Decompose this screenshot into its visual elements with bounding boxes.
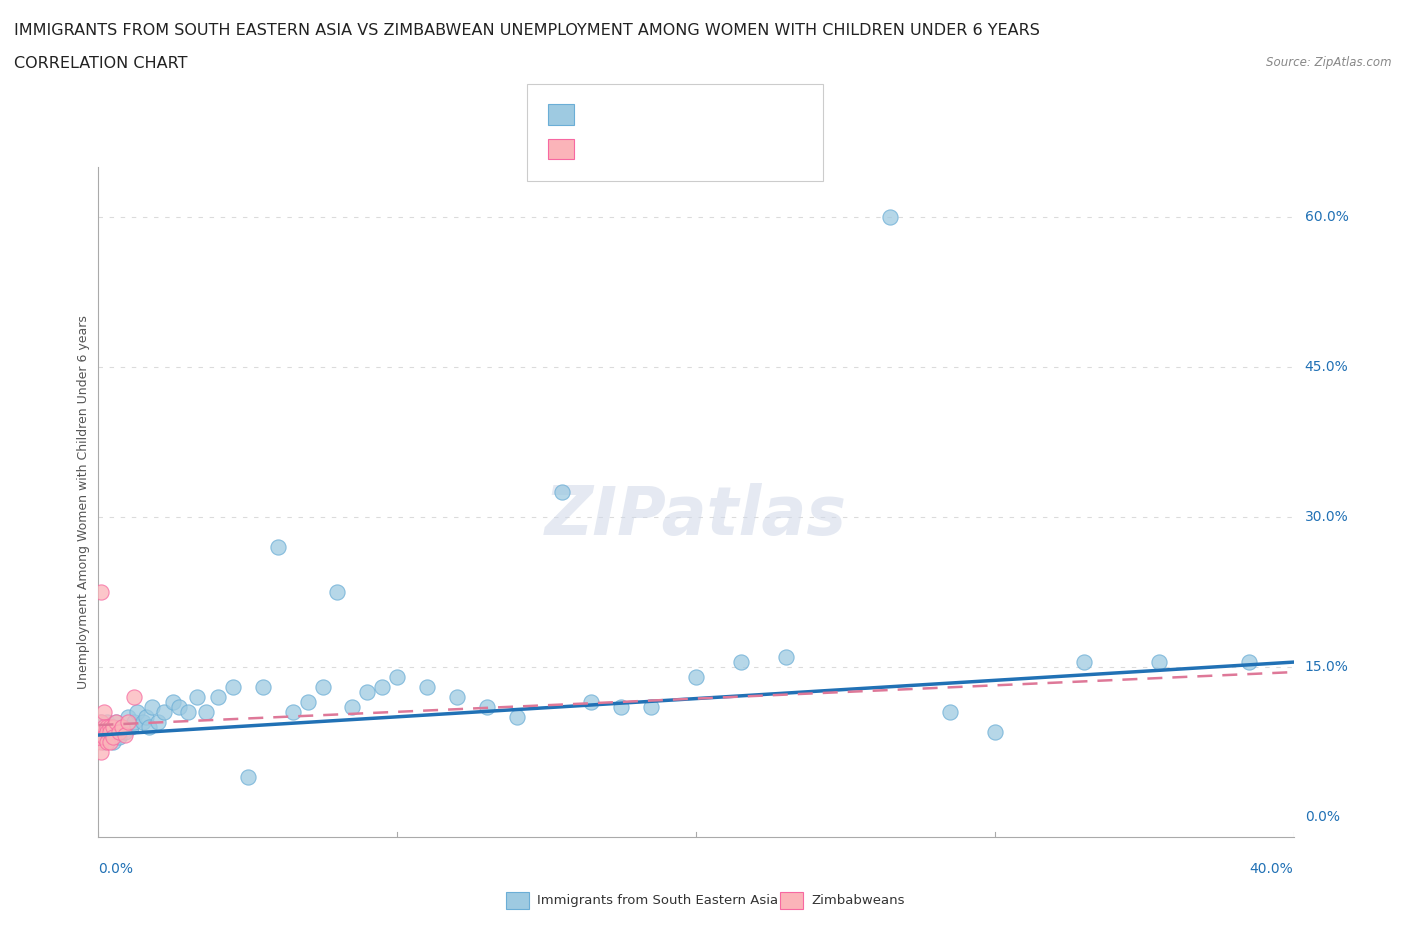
Point [207,690,229,705]
Point [111,720,134,735]
Point [93,705,115,720]
Point [90,714,112,729]
Point [983,724,1005,739]
Point [103,720,125,735]
Point [162,695,184,710]
Point [297,695,319,710]
Point [90,730,112,745]
Point [98,724,122,739]
Text: IMMIGRANTS FROM SOUTH EASTERN ASIA VS ZIMBABWEAN UNEMPLOYMENT AMONG WOMEN WITH C: IMMIGRANTS FROM SOUTH EASTERN ASIA VS ZI… [14,23,1040,38]
Text: R = 0.024   N = 22: R = 0.024 N = 22 [582,141,738,156]
Point [105,714,128,729]
Point [1073,655,1095,670]
Point [550,485,572,499]
Point [177,705,200,720]
Point [93,735,115,750]
Point [281,705,304,720]
Point [222,680,245,695]
Text: 0.0%: 0.0% [1305,810,1340,824]
Point [342,699,364,714]
Point [98,735,122,750]
Point [98,724,122,739]
Text: 30.0%: 30.0% [1305,511,1348,525]
Point [879,210,901,225]
Point [90,724,112,739]
Point [103,730,125,745]
Point [446,690,468,705]
Point [120,720,142,735]
Point [252,680,274,695]
Point [90,735,112,750]
Point [148,714,170,729]
Point [775,650,797,665]
Point [939,705,962,720]
Point [90,714,112,729]
Point [93,720,115,735]
Point [114,724,136,739]
Point [138,720,160,735]
Point [167,699,190,714]
Point [105,714,128,729]
Point [326,585,349,600]
Point [93,720,115,735]
Point [730,655,752,670]
Text: 15.0%: 15.0% [1305,660,1348,674]
Text: ZIPatlas: ZIPatlas [546,483,846,549]
Point [117,714,139,729]
Point [194,705,218,720]
Point [114,727,136,742]
Point [236,770,259,785]
Text: 40.0%: 40.0% [1250,862,1294,876]
Point [132,714,155,729]
Point [127,705,149,720]
Point [124,714,146,729]
Point [108,724,131,739]
Text: Immigrants from South Eastern Asia: Immigrants from South Eastern Asia [537,894,778,907]
Point [141,699,163,714]
Point [506,710,529,724]
Point [96,724,118,739]
Point [1147,655,1170,670]
Text: CORRELATION CHART: CORRELATION CHART [14,56,187,71]
Point [98,720,122,735]
Text: R = 0.238   N = 58: R = 0.238 N = 58 [582,107,738,122]
Point [111,720,134,735]
Y-axis label: Unemployment Among Women with Children Under 6 years: Unemployment Among Women with Children U… [77,315,90,689]
Text: Zimbabweans: Zimbabweans [811,894,905,907]
Point [416,680,439,695]
Point [96,730,118,745]
Point [96,720,118,735]
Text: 45.0%: 45.0% [1305,360,1348,374]
Point [117,710,139,724]
Point [371,680,394,695]
Point [93,730,115,745]
Text: Source: ZipAtlas.com: Source: ZipAtlas.com [1267,56,1392,69]
Point [581,695,603,710]
Point [311,680,333,695]
Point [186,690,208,705]
Point [103,720,125,735]
Point [385,670,409,684]
Point [135,710,157,724]
Point [124,690,146,705]
Point [96,714,118,729]
Point [267,539,290,554]
Point [96,735,118,750]
Point [1237,655,1260,670]
Point [90,745,112,760]
Point [153,705,176,720]
Point [356,684,378,699]
Text: 60.0%: 60.0% [1305,210,1348,224]
Point [685,670,707,684]
Point [475,699,498,714]
Point [610,699,633,714]
Point [90,585,112,600]
Point [640,699,662,714]
Point [103,735,125,750]
Point [108,730,131,745]
Text: 0.0%: 0.0% [98,862,134,876]
